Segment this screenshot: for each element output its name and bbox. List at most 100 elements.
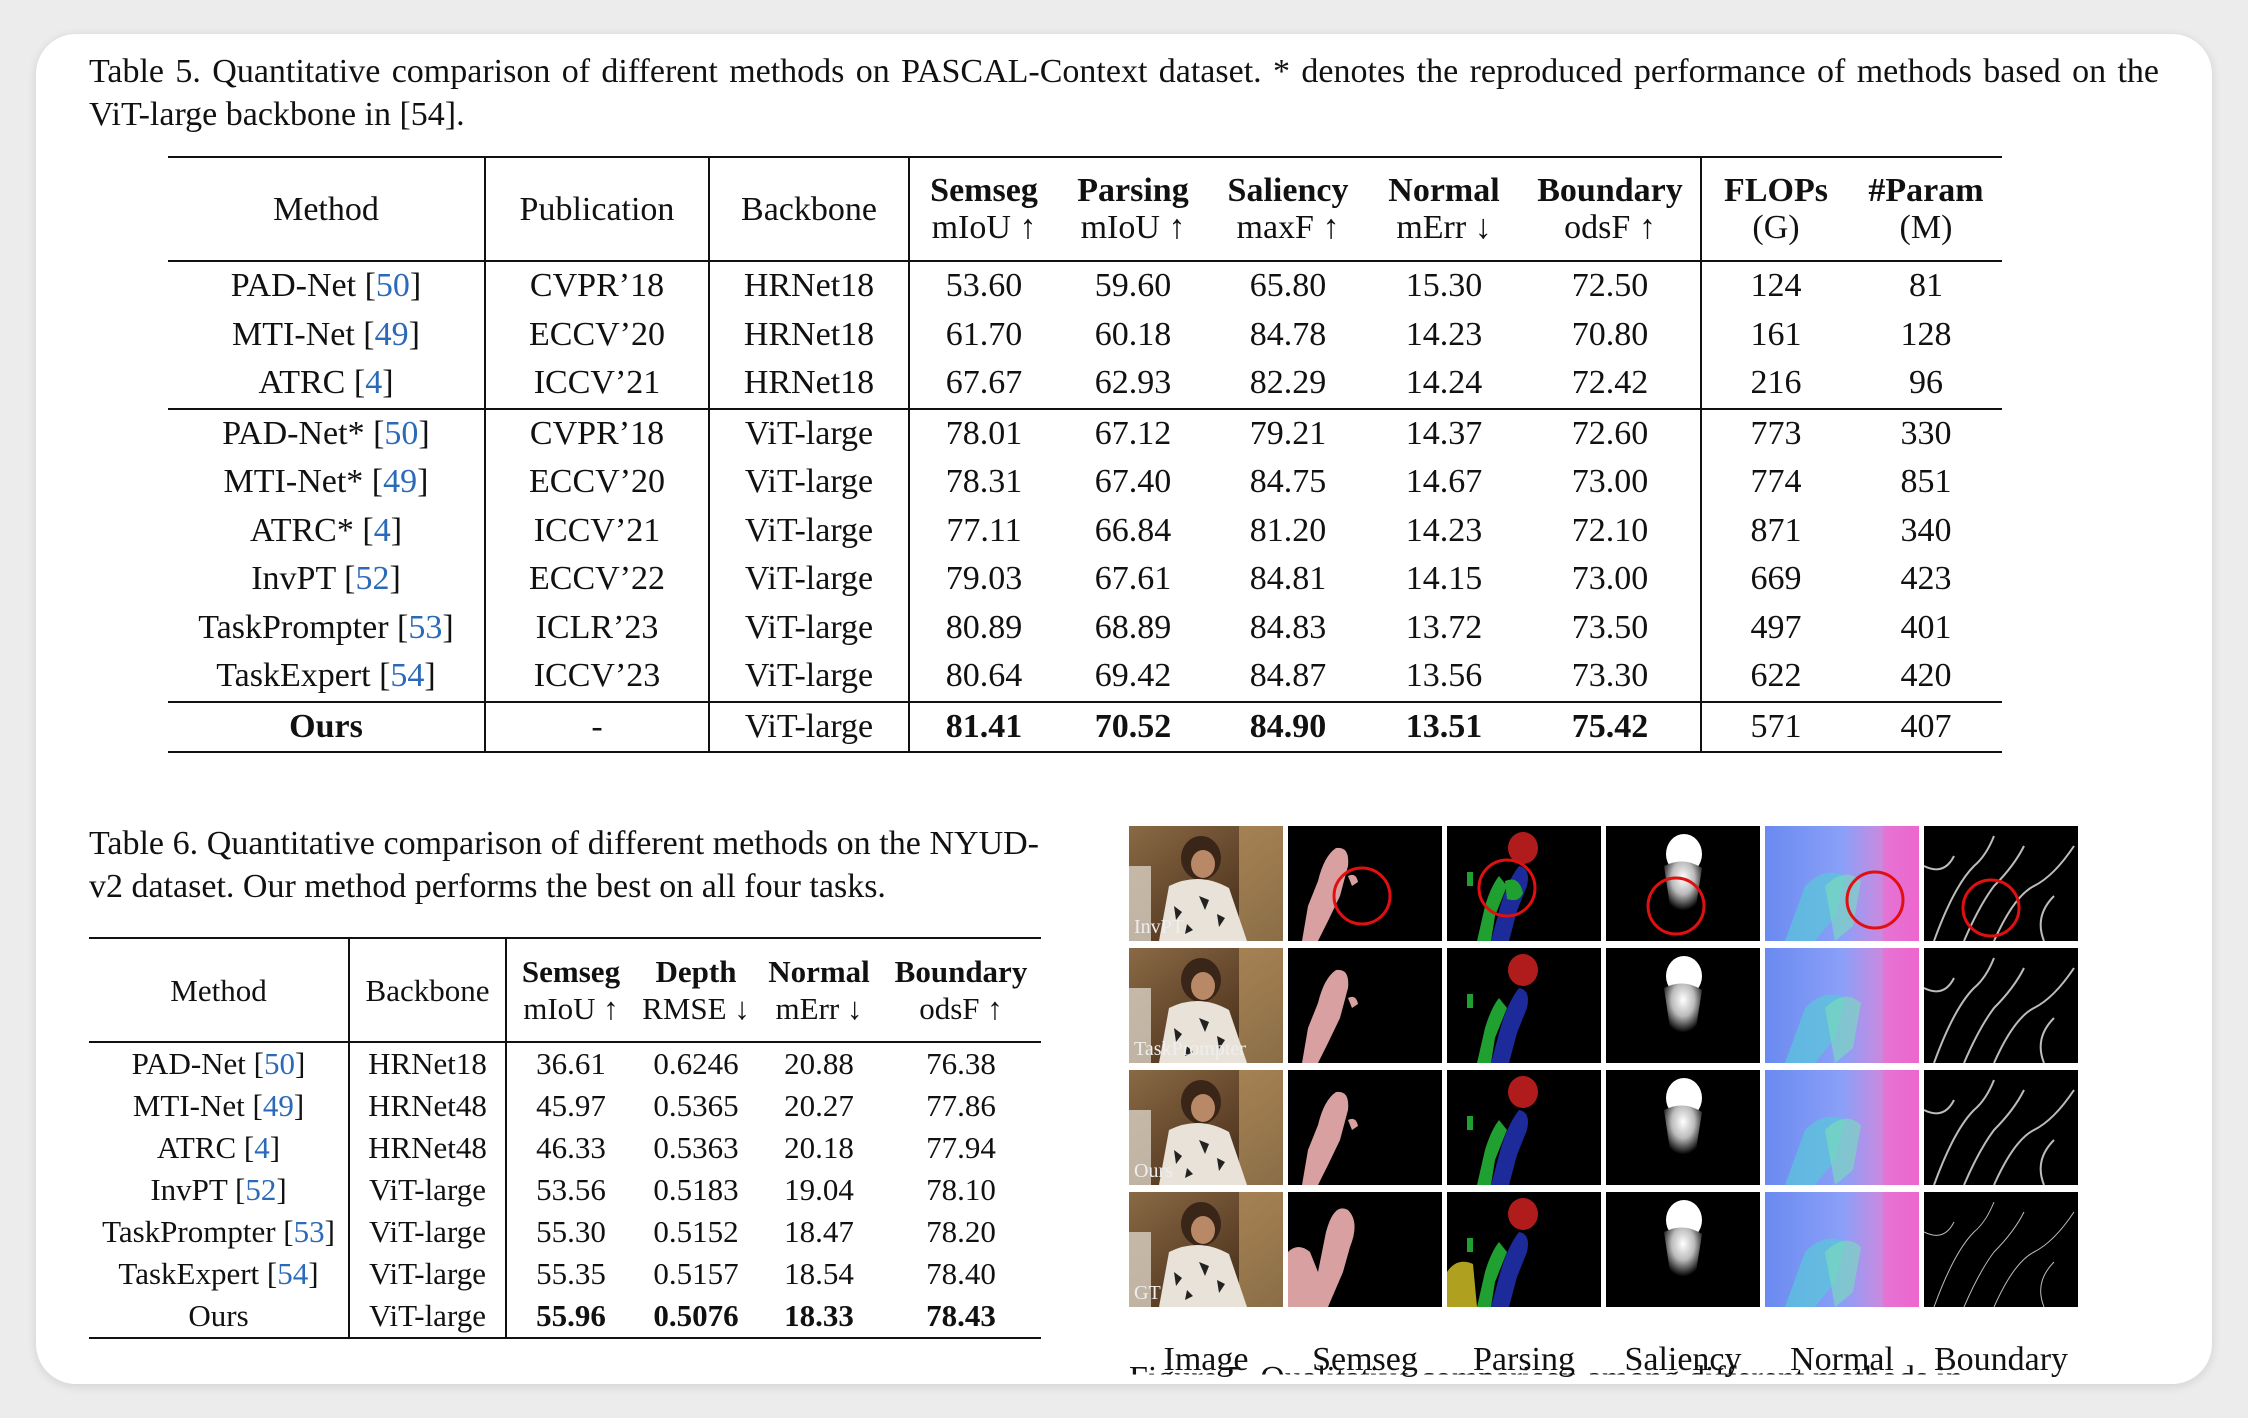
header-method: Method — [168, 157, 486, 261]
method-name: InvPT — [251, 560, 345, 598]
table5-row: PAD-Net [50] CVPR’18 HRNet18 53.60 59.60 65.8… — [168, 261, 2002, 311]
cell-semseg: 80.64 — [945, 657, 1023, 695]
cell-param: 407 — [1900, 707, 1952, 745]
figure-tile — [1606, 826, 1760, 941]
cell-boundary: 73.00 — [1520, 555, 1702, 604]
table5-row: TaskExpert [54] ICCV’23 ViT-large 80.64 69.4… — [168, 652, 2002, 702]
cell-normal: 20.88 — [784, 1046, 854, 1081]
citation-link[interactable]: 50 — [375, 267, 410, 305]
cell-boundary: 73.50 — [1520, 603, 1702, 652]
cell-parsing: 66.84 — [1094, 511, 1172, 549]
qualitative-figure: InvPT TaskPrompter Ours GT Image Semseg Parsin… — [1129, 826, 2078, 1378]
citation-link[interactable]: 49 — [374, 315, 409, 353]
method-name: TaskPrompter — [198, 608, 398, 646]
cell-param: 128 — [1900, 315, 1952, 353]
cell-normal: 13.72 — [1405, 608, 1483, 646]
citation-link[interactable]: 53 — [408, 608, 443, 646]
citation-link[interactable]: 53 — [293, 1214, 325, 1249]
citation-link[interactable]: 54 — [390, 657, 425, 695]
figure-column-label: Semseg — [1312, 1341, 1418, 1378]
method-name: MTI-Net* — [223, 463, 372, 501]
method-name: ATRC — [258, 364, 354, 402]
cell-saliency: 81.20 — [1249, 511, 1327, 549]
method-name: PAD-Net — [131, 1046, 254, 1081]
cell-parsing: 67.12 — [1094, 414, 1172, 452]
citation-link[interactable]: 49 — [262, 1088, 294, 1123]
citation-link[interactable]: 52 — [355, 560, 390, 598]
cell-semseg: 78.01 — [945, 414, 1023, 452]
cell-saliency: 79.21 — [1249, 414, 1327, 452]
table5-row: ATRC [4] ICCV’21 HRNet18 67.67 62.93 82.29 14.… — [168, 359, 2002, 409]
cell-method: PAD-Net* [50] — [168, 408, 486, 458]
header-boundary-metric: odsF ↑ — [1564, 209, 1656, 246]
cell-method: TaskExpert [54] — [168, 652, 486, 702]
cell-depth: 0.5365 — [653, 1088, 739, 1123]
cell-semseg: 46.33 — [536, 1130, 606, 1165]
t6-header-boundary-name: Boundary — [894, 954, 1028, 989]
citation-link[interactable]: 50 — [384, 414, 419, 452]
citation-link[interactable]: 4 — [373, 511, 391, 549]
cell-normal: 20.18 — [784, 1130, 854, 1165]
cell-backbone: HRNet48 — [349, 1085, 507, 1127]
cell-normal: 14.24 — [1405, 364, 1483, 402]
cell-boundary: 78.20 — [926, 1214, 996, 1249]
cell-boundary: 73.00 — [1520, 458, 1702, 507]
cell-saliency: 84.83 — [1249, 608, 1327, 646]
cell-boundary: 78.43 — [926, 1298, 996, 1333]
cell-boundary: 72.10 — [1520, 506, 1702, 555]
citation-link[interactable]: 49 — [383, 463, 418, 501]
method-name: Ours — [188, 1298, 249, 1333]
cell-backbone: ViT-large — [349, 1169, 507, 1211]
cell-flops: 216 — [1750, 364, 1802, 402]
figure-tile: InvPT — [1129, 826, 1283, 941]
cell-method: ATRC [4] — [168, 359, 486, 409]
cell-boundary: 72.60 — [1520, 408, 1702, 458]
figure-row-label: Ours — [1134, 1160, 1173, 1182]
cell-normal: 19.04 — [784, 1172, 854, 1207]
t6-header-normal-name: Normal — [768, 954, 870, 989]
figure-row-label: InvPT — [1134, 916, 1184, 938]
header-publication: Publication — [485, 157, 710, 261]
cell-boundary: 78.10 — [926, 1172, 996, 1207]
cell-param: 330 — [1900, 414, 1952, 452]
citation-link[interactable]: 54 — [277, 1256, 309, 1291]
figure-column-label: Normal — [1790, 1341, 1894, 1378]
figure-row-label: TaskPrompter — [1134, 1038, 1246, 1060]
header-boundary-name: Boundary — [1537, 172, 1683, 209]
citation-link[interactable]: 50 — [264, 1046, 295, 1081]
header-semseg-name: Semseg — [930, 172, 1038, 209]
table6-row: TaskExpert [54] ViT-large 55.35 0.5157 18.54… — [89, 1253, 1041, 1295]
table6: Method Backbone Semseg mIoU ↑ Depth RMSE ↓… — [89, 937, 1041, 1339]
t6-header-depth: Depth RMSE ↓ — [635, 938, 757, 1042]
table5-row: ATRC* [4] ICCV’21 ViT-large 77.11 66.84 81.20… — [168, 506, 2002, 555]
cell-backbone: ViT-large — [709, 506, 910, 555]
t6-header-boundary-metric: odsF ↑ — [919, 991, 1003, 1026]
cell-semseg: 61.70 — [945, 315, 1023, 353]
header-semseg: Semseg mIoU ↑ — [909, 157, 1058, 261]
cell-depth: 0.5157 — [653, 1256, 739, 1291]
citation-link[interactable]: 52 — [245, 1172, 277, 1207]
cell-normal: 13.51 — [1405, 707, 1483, 745]
citation-link[interactable]: 4 — [365, 364, 383, 402]
method-name: Ours — [289, 707, 363, 745]
cell-flops: 622 — [1750, 657, 1802, 695]
table5-row: PAD-Net* [50] CVPR’18 ViT-large 78.01 67.12 7… — [168, 408, 2002, 458]
cell-semseg: 55.35 — [536, 1256, 606, 1291]
figure-tile — [1924, 826, 2078, 941]
cell-depth: 0.6246 — [653, 1046, 739, 1081]
header-flops: FLOPs (G) — [1701, 157, 1850, 261]
header-flops-unit: (G) — [1752, 209, 1800, 246]
cell-boundary: 76.38 — [926, 1046, 996, 1081]
figure-tile — [1765, 1070, 1919, 1185]
cell-saliency: 84.90 — [1249, 707, 1327, 745]
cell-backbone: ViT-large — [349, 1253, 507, 1295]
cell-publication: CVPR’18 — [485, 408, 710, 458]
cell-normal: 14.23 — [1405, 511, 1483, 549]
method-name: TaskExpert — [118, 1256, 267, 1291]
cell-method: TaskExpert [54] — [89, 1253, 350, 1295]
figure-tile — [1447, 1070, 1601, 1185]
cell-semseg: 77.11 — [946, 511, 1022, 549]
citation-link[interactable]: 4 — [254, 1130, 270, 1165]
table5-row: TaskPrompter [53] ICLR’23 ViT-large 80.89 68… — [168, 603, 2002, 652]
cell-parsing: 67.40 — [1094, 463, 1172, 501]
